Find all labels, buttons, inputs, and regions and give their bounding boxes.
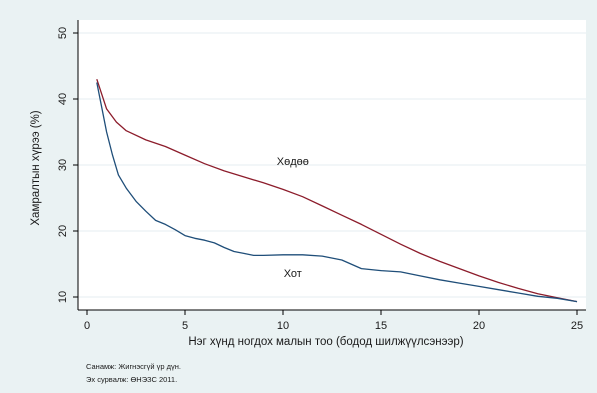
series-label: Хот bbox=[284, 268, 302, 280]
y-tick-label: 10 bbox=[57, 291, 69, 303]
x-tick-label: 15 bbox=[375, 320, 387, 332]
annotations: Хөдөө Хот bbox=[277, 156, 309, 280]
y-axis-ticks: 10 20 30 40 50 bbox=[57, 27, 78, 303]
x-tick-label: 20 bbox=[473, 320, 485, 332]
source-line: Эх сурвалж: ӨНЭЗС 2011. bbox=[86, 375, 178, 384]
note-line: Санамж: Жигнэсгүй үр дүн. bbox=[86, 362, 182, 371]
grid-lines bbox=[78, 32, 586, 298]
series-line-urban bbox=[96, 82, 578, 303]
x-tick-label: 5 bbox=[182, 320, 188, 332]
series-label: Хөдөө bbox=[277, 156, 309, 168]
x-axis-title: Нэг хүнд ногдох малын тоо (бодод шилжүүл… bbox=[188, 336, 463, 348]
series-lines bbox=[96, 78, 578, 303]
series-line-rural bbox=[96, 78, 578, 303]
y-tick-label: 40 bbox=[57, 93, 69, 105]
y-tick-label: 50 bbox=[57, 27, 69, 39]
x-axis-ticks: 0 5 10 15 20 25 bbox=[84, 310, 583, 332]
y-tick-label: 30 bbox=[57, 159, 69, 171]
x-tick-label: 0 bbox=[84, 320, 90, 332]
y-tick-label: 20 bbox=[57, 225, 69, 237]
y-axis-title: Хамралтын хүрээ (%) bbox=[30, 110, 42, 225]
x-tick-label: 25 bbox=[571, 320, 583, 332]
x-tick-label: 10 bbox=[277, 320, 289, 332]
